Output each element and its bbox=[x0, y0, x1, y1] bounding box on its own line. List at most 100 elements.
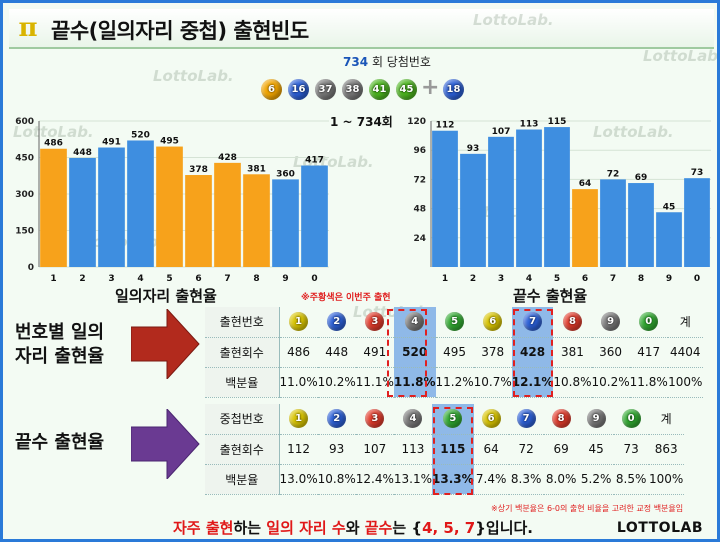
table-cell: 5 bbox=[435, 307, 474, 338]
data-label: 115 bbox=[548, 117, 567, 127]
data-label: 64 bbox=[579, 179, 592, 189]
table-cell: 10.2% bbox=[317, 367, 356, 398]
bar bbox=[488, 136, 514, 267]
table-cell: 378 bbox=[473, 337, 512, 368]
number-ball: 0 bbox=[621, 409, 641, 429]
row-header: 출현회수 bbox=[205, 337, 280, 368]
x-tick-label: 2 bbox=[79, 274, 85, 284]
x-tick-label: 3 bbox=[108, 274, 114, 284]
total-header: 계 bbox=[648, 404, 684, 435]
table-cell: 381 bbox=[553, 337, 592, 368]
number-ball: 8 bbox=[562, 312, 582, 332]
table-cell: 7.4% bbox=[473, 464, 509, 495]
highlight-box bbox=[433, 407, 473, 495]
y-tick-label: 150 bbox=[15, 227, 34, 237]
x-tick-label: 0 bbox=[311, 274, 317, 284]
number-ball: 1 bbox=[289, 312, 309, 332]
x-tick-label: 7 bbox=[610, 274, 616, 284]
round-number: 734 bbox=[343, 55, 369, 69]
y-tick-label: 120 bbox=[407, 117, 426, 127]
table1-caption: 번호별 일의 자리 출현율 bbox=[15, 321, 104, 369]
table-cell: 3 bbox=[355, 404, 394, 435]
table-cell: 113 bbox=[393, 434, 432, 465]
x-tick-label: 7 bbox=[224, 274, 230, 284]
winning-ball: 38 bbox=[342, 79, 363, 100]
data-label: 45 bbox=[663, 202, 676, 212]
table-cell: 8.3% bbox=[508, 464, 544, 495]
table-cell: 112 bbox=[279, 434, 318, 465]
arrow-right-red-icon bbox=[131, 309, 200, 379]
x-tick-label: 1 bbox=[442, 274, 448, 284]
bonus-ball: 18 bbox=[443, 79, 464, 100]
x-tick-label: 6 bbox=[195, 274, 201, 284]
table-cell: 9 bbox=[591, 307, 630, 338]
table-cell: 4404 bbox=[667, 337, 703, 368]
number-ball: 5 bbox=[443, 409, 463, 429]
brand-logo: LOTTOLAB bbox=[616, 520, 703, 536]
bar bbox=[156, 146, 183, 267]
table-cell: 13.0% bbox=[279, 464, 318, 495]
number-ball: 2 bbox=[327, 409, 347, 429]
data-label: 378 bbox=[189, 165, 208, 175]
bar bbox=[600, 179, 626, 267]
x-tick-label: 8 bbox=[638, 274, 644, 284]
bar bbox=[214, 162, 241, 267]
table-cell: 11.0% bbox=[279, 367, 318, 398]
total-header: 계 bbox=[667, 307, 703, 338]
y-tick-label: 300 bbox=[15, 190, 34, 200]
bar bbox=[656, 212, 682, 267]
table-cell: 8 bbox=[543, 404, 579, 435]
y-tick-label: 72 bbox=[413, 175, 426, 185]
winning-ball: 41 bbox=[369, 79, 390, 100]
bar bbox=[127, 140, 154, 267]
winning-ball: 6 bbox=[261, 79, 282, 100]
round-heading: 734 회 당첨번호 bbox=[299, 53, 475, 71]
arrow-right-purple-icon bbox=[131, 409, 200, 479]
table1-caption-line2: 자리 출현율 bbox=[15, 346, 105, 367]
table-cell: 9 bbox=[578, 404, 614, 435]
bar bbox=[40, 148, 67, 267]
x-tick-label: 8 bbox=[253, 274, 259, 284]
table-cell: 0 bbox=[613, 404, 649, 435]
chart-title-left: 일의자리 출현율 bbox=[115, 287, 217, 305]
number-ball: 1 bbox=[289, 409, 309, 429]
watermark: LottoLab. bbox=[593, 123, 674, 141]
table-cell: 417 bbox=[629, 337, 668, 368]
bar bbox=[243, 174, 270, 267]
y-tick-label: 96 bbox=[413, 146, 426, 156]
table-cell: 8.0% bbox=[543, 464, 579, 495]
bottom-note: ※상기 백분율은 6-0의 출현 비율을 고려한 교정 백분율임 bbox=[491, 504, 684, 513]
bar bbox=[185, 175, 212, 267]
bar bbox=[572, 189, 598, 267]
data-label: 360 bbox=[276, 169, 295, 179]
range-label: 1 ~ 734회 bbox=[330, 115, 393, 129]
table-cell: 495 bbox=[435, 337, 474, 368]
x-tick-label: 2 bbox=[470, 274, 476, 284]
data-label: 73 bbox=[691, 168, 704, 178]
pi-icon: π bbox=[18, 13, 38, 43]
bar bbox=[544, 127, 570, 267]
chart-title-right: 끝수 출현율 bbox=[513, 287, 588, 305]
plus-sign: + bbox=[421, 75, 440, 100]
table-cell: 10.7% bbox=[473, 367, 512, 398]
data-label: 113 bbox=[520, 120, 539, 130]
x-tick-label: 6 bbox=[582, 274, 588, 284]
y-tick-label: 0 bbox=[28, 263, 34, 273]
x-tick-label: 3 bbox=[498, 274, 504, 284]
table-cell: 863 bbox=[648, 434, 684, 465]
data-label: 495 bbox=[160, 137, 179, 147]
number-ball: 3 bbox=[365, 409, 385, 429]
row-header: 중첩번호 bbox=[205, 404, 280, 435]
digit-table: 출현번호 1 2 3 4 5 6 7 8 9 0 계 출현회수 486 448 491 520 495 378 428… bbox=[205, 307, 703, 398]
table-cell: 6 bbox=[473, 307, 512, 338]
table2-caption: 끝수 출현율 bbox=[15, 432, 105, 453]
data-label: 448 bbox=[73, 148, 92, 158]
y-tick-label: 24 bbox=[413, 234, 426, 244]
summary-part: }입니다. bbox=[475, 519, 533, 537]
number-ball: 7 bbox=[516, 409, 536, 429]
watermark: LottoLab. bbox=[643, 47, 720, 65]
table-cell: 13.3% bbox=[432, 464, 474, 495]
y-tick-label: 48 bbox=[413, 205, 426, 215]
table-cell: 2 bbox=[317, 307, 356, 338]
page-title: 끝수(일의자리 중첩) 출현빈도 bbox=[51, 19, 309, 43]
